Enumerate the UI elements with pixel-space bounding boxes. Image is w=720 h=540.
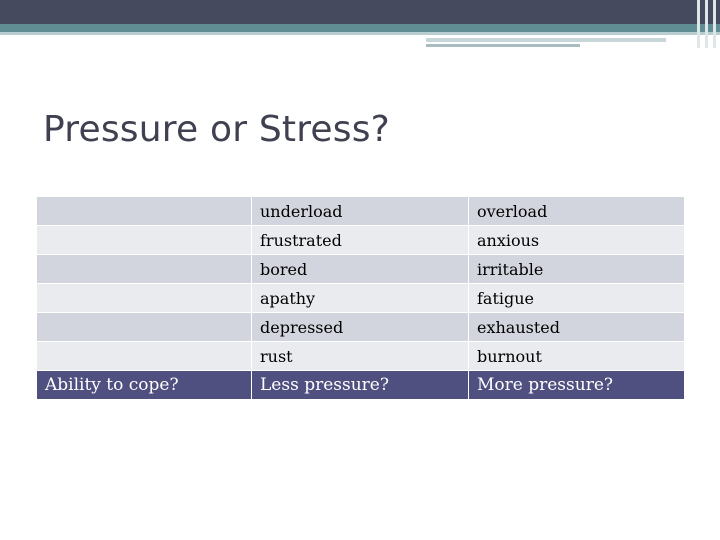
less-pressure-cell: rust [251,341,469,371]
more-pressure-cell: irritable [468,254,685,284]
row-label-cell [36,312,252,342]
table-row: rust burnout [36,341,685,371]
slide-title: Pressure or Stress? [43,109,390,150]
table-row: underload overload [36,196,685,226]
row-label-cell [36,254,252,284]
more-pressure-label: More pressure? [468,370,685,400]
corner-stripe [713,0,716,48]
row-label-cell [36,283,252,313]
row-label-cell [36,341,252,371]
banner-accent-stripe [426,38,666,42]
ability-to-cope-label: Ability to cope? [36,370,252,400]
row-label-cell [36,196,252,226]
less-pressure-label: Less pressure? [251,370,469,400]
less-pressure-cell: bored [251,254,469,284]
more-pressure-cell: exhausted [468,312,685,342]
table-row: depressed exhausted [36,312,685,342]
table-row: bored irritable [36,254,685,284]
more-pressure-cell: overload [468,196,685,226]
pressure-stress-table: underload overload frustrated anxious bo… [36,196,685,400]
banner-dark-band [0,0,720,24]
less-pressure-cell: depressed [251,312,469,342]
more-pressure-cell: fatigue [468,283,685,313]
table-row: frustrated anxious [36,225,685,255]
corner-stripe [697,0,700,48]
banner-teal-band [0,24,720,32]
banner-accent-stripe-short [426,44,580,47]
row-label-cell [36,225,252,255]
banner-light-stripe [0,32,720,35]
less-pressure-cell: frustrated [251,225,469,255]
less-pressure-cell: underload [251,196,469,226]
more-pressure-cell: anxious [468,225,685,255]
more-pressure-cell: burnout [468,341,685,371]
less-pressure-cell: apathy [251,283,469,313]
table-footer-row: Ability to cope? Less pressure? More pre… [36,370,685,400]
corner-stripe [705,0,708,48]
table-row: apathy fatigue [36,283,685,313]
